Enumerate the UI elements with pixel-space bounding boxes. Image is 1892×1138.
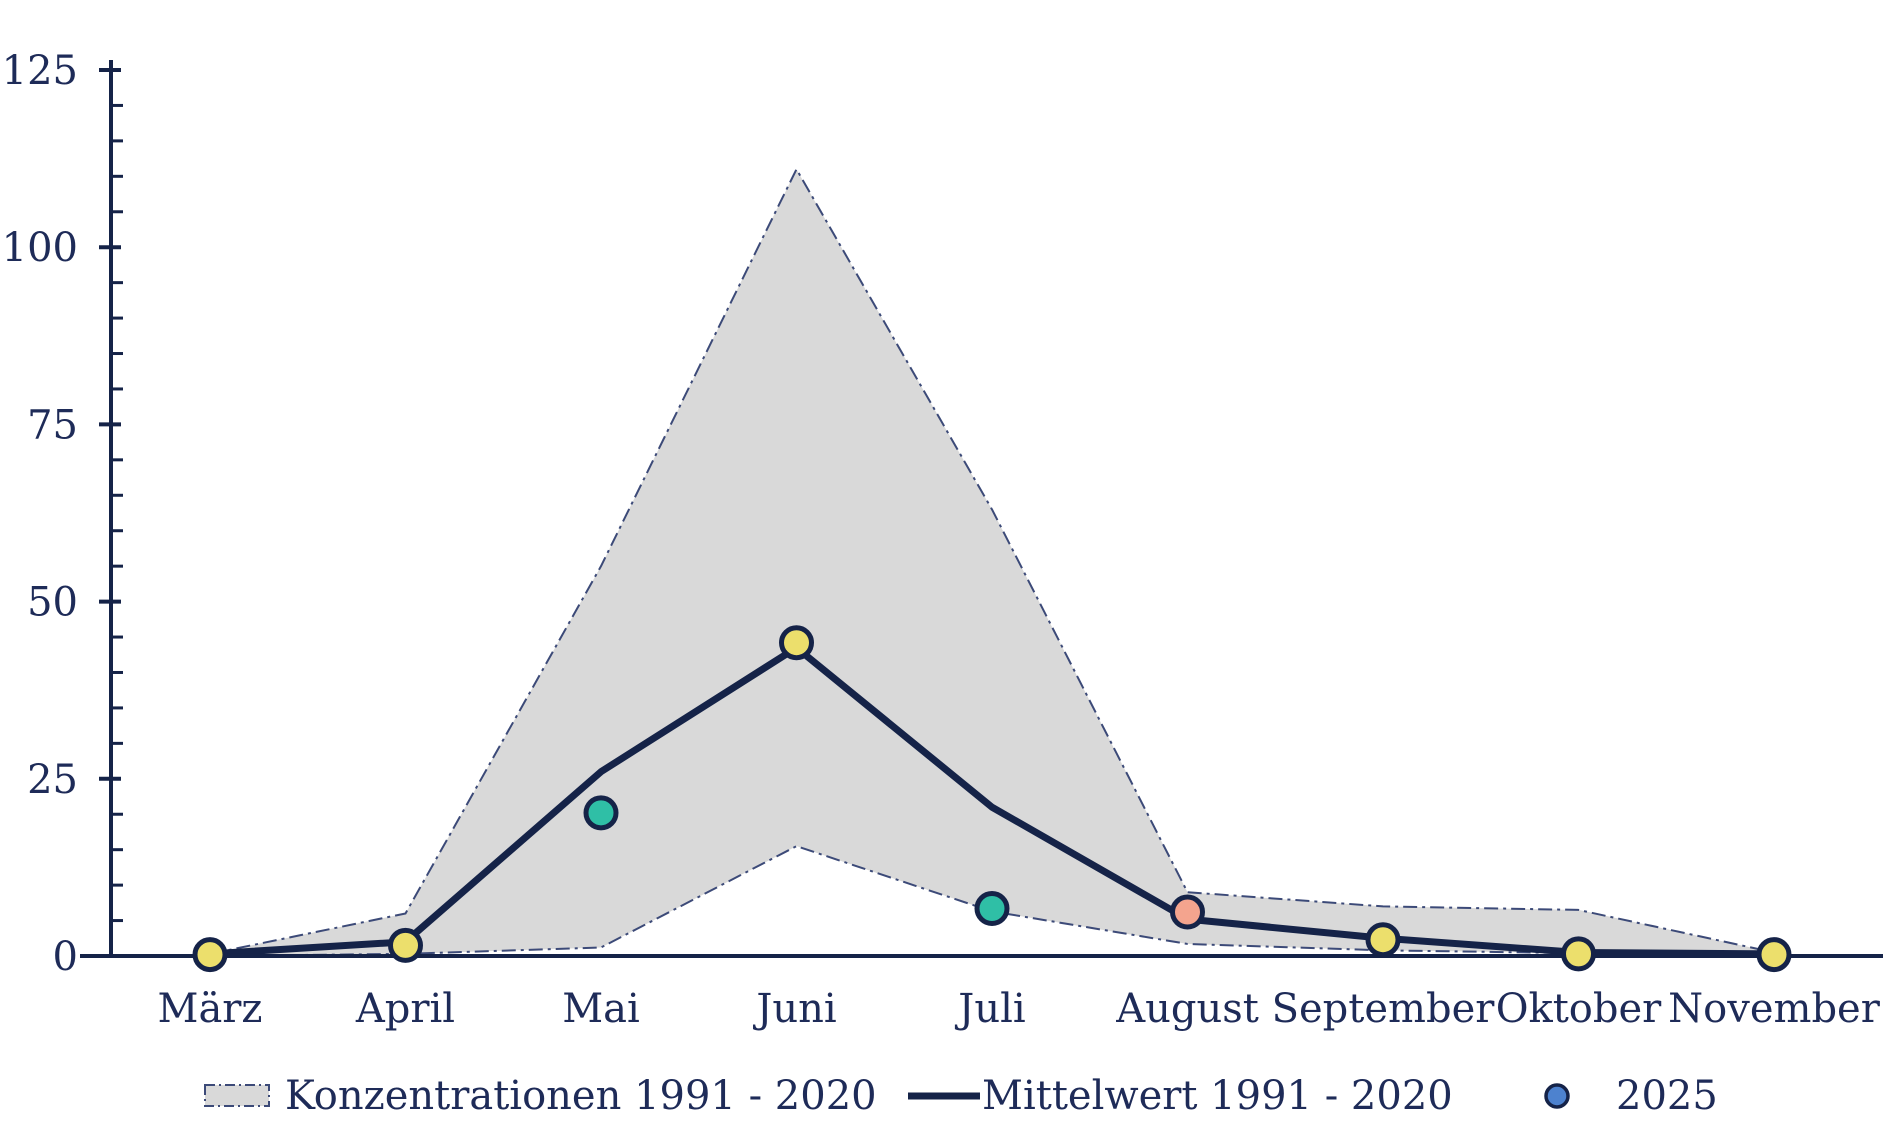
x-tick-label: Juni — [752, 986, 836, 1032]
y-tick-label: 75 — [27, 402, 78, 448]
dot-2025-swatch-icon — [1544, 1083, 1570, 1109]
x-tick-label: April — [355, 986, 455, 1032]
y-tick-label: 25 — [27, 757, 78, 803]
y-tick-label: 125 — [2, 48, 78, 94]
y-tick-label: 0 — [53, 934, 78, 980]
data-point-august — [1170, 894, 1205, 930]
band-area — [209, 168, 1775, 957]
data-point-april — [388, 927, 423, 963]
x-tick-label: Mai — [562, 986, 640, 1032]
x-tick-label: Oktober — [1496, 986, 1662, 1032]
y-tick-label: 100 — [2, 225, 78, 271]
x-tick-label: Juli — [954, 986, 1025, 1032]
data-point-juli — [974, 891, 1010, 927]
legend-item-mean: Mittelwert 1991 - 2020 — [906, 1070, 1453, 1122]
data-point-november — [1756, 937, 1792, 973]
y-tick-label: 50 — [27, 580, 78, 626]
legend-label-mean: Mittelwert 1991 - 2020 — [982, 1073, 1453, 1119]
data-point-juni — [779, 625, 814, 661]
x-tick-label: September — [1272, 986, 1496, 1032]
x-tick-label: August — [1115, 986, 1259, 1032]
data-point-september — [1365, 922, 1401, 958]
data-point-mai — [583, 795, 619, 831]
data-point-märz — [192, 937, 228, 973]
mean-line — [206, 644, 1778, 958]
mean-line-swatch-icon — [908, 1092, 980, 1100]
legend-label-band: Konzentrationen 1991 - 2020 — [285, 1073, 877, 1119]
legend-label-2025: 2025 — [1616, 1073, 1718, 1119]
legend-item-band: Konzentrationen 1991 - 2020 — [203, 1070, 877, 1122]
x-tick-label: November — [1668, 986, 1881, 1032]
data-point-oktober — [1561, 936, 1596, 972]
x-tick-label: März — [158, 986, 263, 1032]
band-swatch-icon — [204, 1084, 270, 1107]
legend-item-2025: 2025 — [1540, 1070, 1718, 1122]
